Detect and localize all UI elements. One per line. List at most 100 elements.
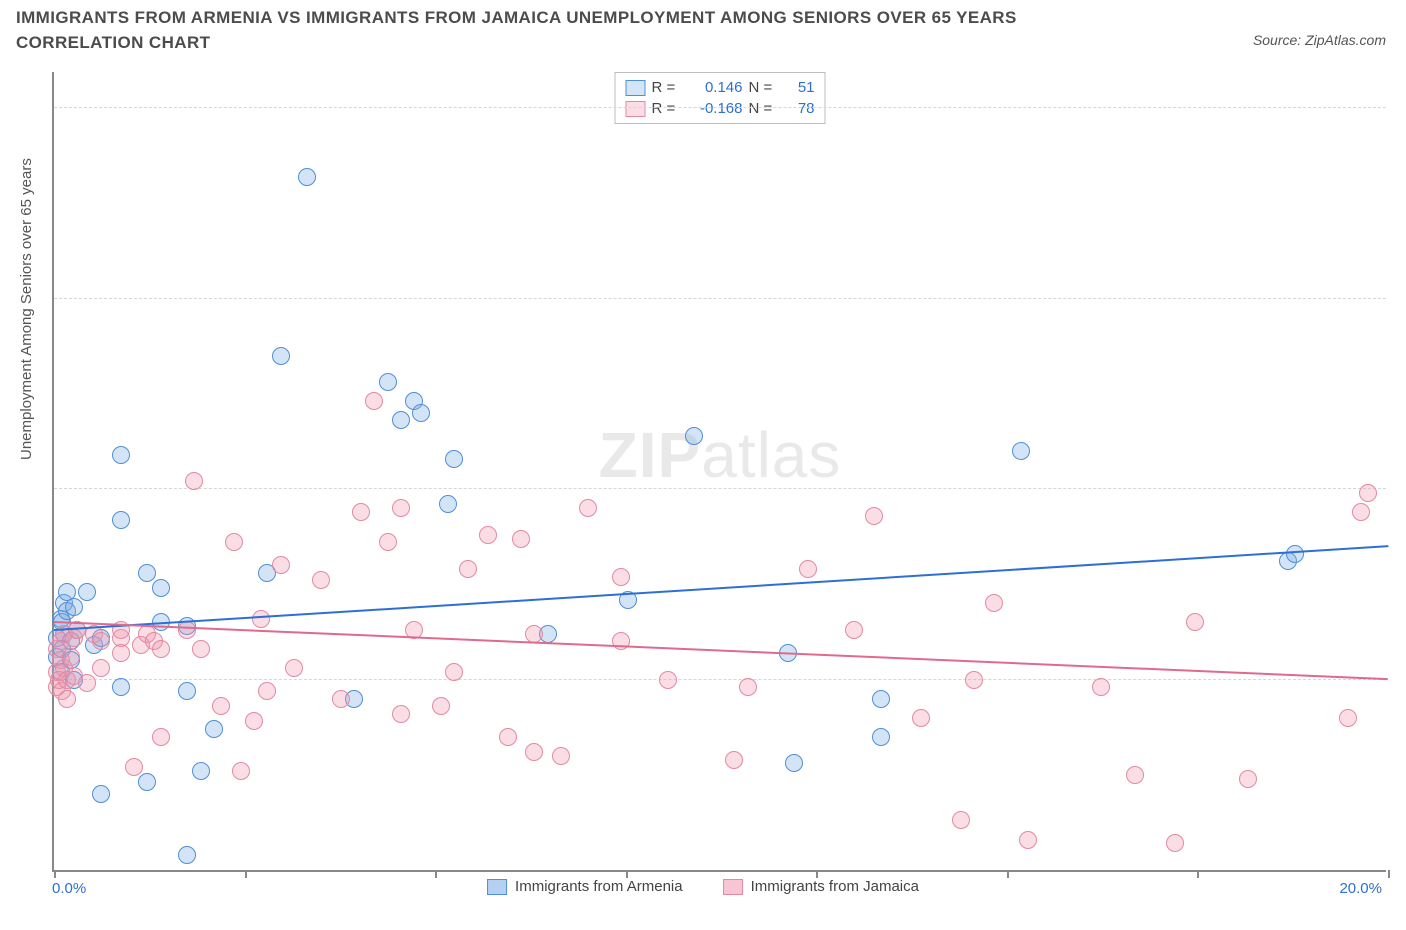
scatter-point — [512, 530, 530, 548]
scatter-point — [445, 663, 463, 681]
scatter-point — [272, 556, 290, 574]
scatter-point — [1186, 613, 1204, 631]
scatter-point — [445, 450, 463, 468]
scatter-point — [192, 640, 210, 658]
x-tick — [816, 870, 818, 878]
x-axis-max-label: 20.0% — [1339, 880, 1382, 897]
scatter-point — [298, 168, 316, 186]
scatter-point — [352, 503, 370, 521]
x-axis-min-label: 0.0% — [52, 880, 86, 897]
scatter-point — [365, 392, 383, 410]
scatter-point — [112, 446, 130, 464]
scatter-point — [525, 625, 543, 643]
gridline — [54, 488, 1386, 489]
legend-row: R =0.146N =51 — [626, 77, 815, 98]
scatter-point — [152, 579, 170, 597]
scatter-point — [138, 773, 156, 791]
scatter-point — [65, 598, 83, 616]
scatter-point — [78, 674, 96, 692]
legend-swatch — [723, 879, 743, 895]
scatter-point — [965, 671, 983, 689]
scatter-point — [872, 690, 890, 708]
y-tick-label: 15.0% — [1392, 291, 1406, 307]
gridline — [54, 679, 1386, 680]
scatter-point — [178, 846, 196, 864]
scatter-point — [845, 621, 863, 639]
scatter-point — [612, 568, 630, 586]
scatter-point — [479, 526, 497, 544]
scatter-point — [1092, 678, 1110, 696]
legend-label: Immigrants from Jamaica — [751, 878, 919, 895]
scatter-point — [739, 678, 757, 696]
scatter-point — [392, 499, 410, 517]
scatter-point — [1359, 484, 1377, 502]
scatter-point — [1286, 545, 1304, 563]
scatter-point — [58, 690, 76, 708]
scatter-point — [499, 728, 517, 746]
scatter-point — [1019, 831, 1037, 849]
scatter-point — [1126, 766, 1144, 784]
correlation-legend: R =0.146N =51R =-0.168N =78 — [615, 72, 826, 124]
scatter-point — [799, 560, 817, 578]
legend-item: Immigrants from Jamaica — [723, 878, 919, 895]
legend-row: R =-0.168N =78 — [626, 98, 815, 119]
scatter-plot-area: ZIPatlas R =0.146N =51R =-0.168N =78 5.0… — [52, 72, 1386, 872]
x-tick — [1197, 870, 1199, 878]
gridline — [54, 298, 1386, 299]
scatter-point — [332, 690, 350, 708]
x-tick — [54, 870, 56, 878]
scatter-point — [872, 728, 890, 746]
legend-label: Immigrants from Armenia — [515, 878, 683, 895]
y-tick-label: 20.0% — [1392, 100, 1406, 116]
scatter-point — [138, 564, 156, 582]
watermark: ZIPatlas — [599, 418, 842, 492]
scatter-point — [312, 571, 330, 589]
scatter-point — [112, 511, 130, 529]
gridline — [54, 107, 1386, 108]
scatter-point — [392, 411, 410, 429]
scatter-point — [525, 743, 543, 761]
scatter-point — [212, 697, 230, 715]
legend-swatch — [626, 80, 646, 96]
scatter-point — [152, 640, 170, 658]
scatter-point — [785, 754, 803, 772]
scatter-point — [865, 507, 883, 525]
scatter-point — [1239, 770, 1257, 788]
scatter-point — [725, 751, 743, 769]
trend-line — [54, 622, 1388, 679]
x-tick — [245, 870, 247, 878]
y-tick-label: 5.0% — [1392, 672, 1406, 688]
chart-title: IMMIGRANTS FROM ARMENIA VS IMMIGRANTS FR… — [16, 6, 1136, 55]
scatter-point — [912, 709, 930, 727]
scatter-point — [245, 712, 263, 730]
scatter-point — [92, 785, 110, 803]
source-attribution: Source: ZipAtlas.com — [1253, 32, 1386, 48]
scatter-point — [232, 762, 250, 780]
legend-swatch — [626, 101, 646, 117]
x-tick — [435, 870, 437, 878]
scatter-point — [1012, 442, 1030, 460]
scatter-point — [579, 499, 597, 517]
scatter-point — [258, 682, 276, 700]
scatter-point — [152, 728, 170, 746]
scatter-point — [432, 697, 450, 715]
scatter-point — [185, 472, 203, 490]
scatter-point — [552, 747, 570, 765]
scatter-point — [225, 533, 243, 551]
scatter-point — [205, 720, 223, 738]
scatter-point — [985, 594, 1003, 612]
scatter-point — [659, 671, 677, 689]
scatter-point — [392, 705, 410, 723]
y-tick-label: 10.0% — [1392, 481, 1406, 497]
scatter-point — [952, 811, 970, 829]
x-tick — [1007, 870, 1009, 878]
scatter-point — [178, 621, 196, 639]
scatter-point — [412, 404, 430, 422]
scatter-point — [178, 682, 196, 700]
series-legend: Immigrants from Armenia Immigrants from J… — [487, 878, 919, 895]
scatter-point — [379, 373, 397, 391]
scatter-point — [112, 644, 130, 662]
scatter-point — [459, 560, 477, 578]
scatter-point — [272, 347, 290, 365]
scatter-point — [439, 495, 457, 513]
